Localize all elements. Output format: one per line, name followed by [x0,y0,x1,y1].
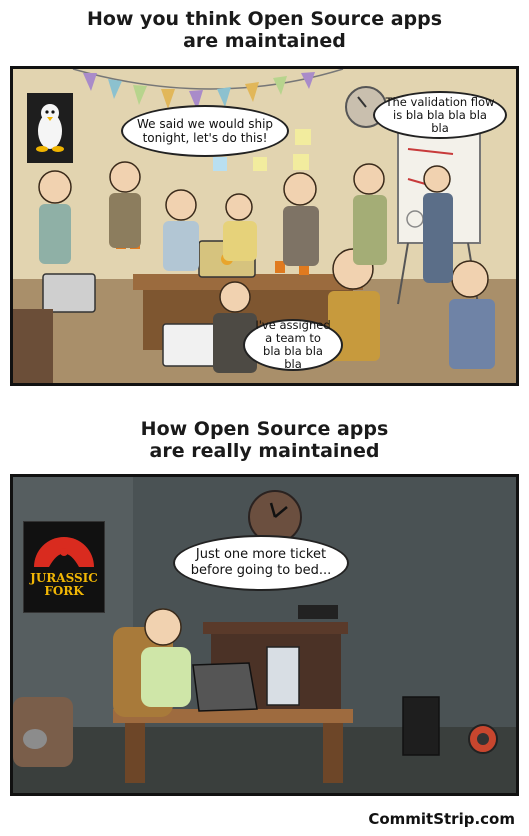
speech-bubble-validation-flow: The validation flow is bla bla bla bla b… [373,91,507,139]
credit-link[interactable]: CommitStrip.com [368,810,515,828]
panel1-title-line2: are maintained [183,30,346,52]
desk [113,709,353,723]
panel2-title-line1: How Open Source apps [140,418,389,440]
panel-office-scene: We said we would ship tonight, let's do … [10,66,519,386]
poster-text-line2: FORK [44,584,84,598]
speech-text-assigned-team: I've assigned a team to bla bla bla bla [255,318,331,371]
poster-logo-icon [34,537,94,567]
panel2-title-line2: are really maintained [149,440,380,462]
speech-bubble-one-more-ticket: Just one more ticket before going to bed… [173,535,349,591]
panel-night-scene: JURASSIC FORK Just one more ticket befor… [10,474,519,796]
panel1-title-line1: How you think Open Source apps [86,8,443,30]
speech-text-validation-flow: The validation flow is bla bla bla bla b… [385,94,495,135]
meeting-table [133,274,363,290]
panel1-title: How you think Open Source apps are maint… [0,8,529,52]
monitor [266,646,300,706]
poster-text-line1: JURASSIC [30,571,98,585]
speech-bubble-assigned-team: I've assigned a team to bla bla bla bla [243,319,343,371]
speech-text-one-more-ticket: Just one more ticket before going to bed… [190,547,332,578]
speech-bubble-ship-tonight: We said we would ship tonight, let's do … [121,105,289,157]
panel2-title: How Open Source apps are really maintain… [0,418,529,462]
speech-text-ship-tonight: We said we would ship tonight, let's do … [136,117,274,145]
jurassic-fork-poster: JURASSIC FORK [23,521,105,613]
